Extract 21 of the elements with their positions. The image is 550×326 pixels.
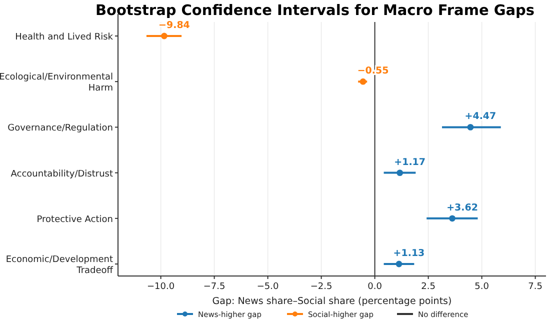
x-tick-label: −2.5: [310, 282, 332, 292]
data-label: +1.13: [393, 248, 425, 259]
x-axis-title: Gap: News share–Social share (percentage points): [212, 296, 452, 307]
y-tick-label: Ecological/Environmental Harm: [0, 72, 113, 94]
y-tick-label: Accountability/Distrust: [10, 169, 114, 180]
x-tick-label: 2.5: [421, 282, 436, 292]
y-tick-label: Economic/Development Tradeoff: [6, 255, 114, 276]
data-label: +3.62: [446, 202, 478, 214]
chart-title: Bootstrap Confidence Intervals for Macro Frame Gaps: [95, 3, 535, 19]
x-tick-label: 0.0: [368, 282, 382, 292]
x-tick-label: −10.0: [147, 282, 175, 292]
x-tick-label: 5.0: [474, 282, 490, 292]
y-tick-label: Protective Action: [36, 214, 113, 225]
x-tick-label: −7.5: [203, 282, 226, 292]
x-tick-label: 7.5: [528, 282, 542, 292]
data-label: −9.84: [158, 20, 190, 31]
x-tick-label: −5.0: [256, 282, 279, 292]
y-tick-label: Governance/Regulation: [8, 124, 113, 134]
y-tick-label: Health and Lived Risk: [15, 32, 114, 42]
data-label: +4.47: [464, 111, 496, 122]
data-label: +1.17: [394, 156, 426, 168]
